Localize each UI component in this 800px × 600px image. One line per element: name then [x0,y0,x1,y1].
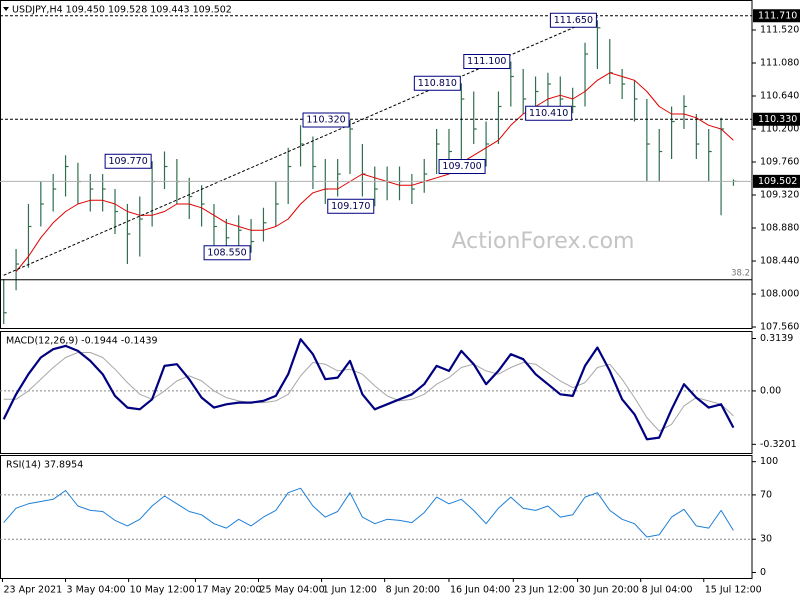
annotation-box [104,153,152,169]
panel-title: MACD(12,26,9) -0.1944 -0.1439 [6,336,158,347]
x-tick-label: 15 Jul 12:00 [705,585,762,596]
annotation-box [203,245,251,261]
price-level-label: 109.502 [758,176,797,187]
x-tick-label: 10 May 12:00 [130,585,195,596]
annotation-label: 111.100 [467,56,506,67]
y-tick-label: 0.00 [760,385,781,396]
x-tick-label: 8 Jun 20:00 [386,585,440,596]
annotation-label: 108.550 [207,247,246,258]
x-tick-label: 25 May 04:00 [260,585,325,596]
x-tick-label: 17 May 20:00 [196,585,261,596]
annotation-label: 109.170 [331,201,370,212]
annotation-label: 109.700 [442,161,481,172]
annotation-box [463,54,511,70]
price-level-box [753,174,800,188]
annotation-label: 109.770 [108,156,147,167]
x-tick-label: 3 May 04:00 [67,585,126,596]
panel-frame [0,331,753,454]
fib-label: 38.2 [731,268,750,278]
annotation-box [438,159,486,175]
annotation-label: 110.410 [529,108,568,119]
moving-average [15,72,734,272]
menu-icon [3,7,9,11]
annotation-label: 111.650 [554,15,593,26]
y-tick-label: 109.320 [760,190,799,201]
x-tick-label: 30 Jun 20:00 [579,585,639,596]
annotation-box [413,75,461,91]
annotation-box [302,112,350,128]
y-tick-label: 0.3139 [760,333,793,344]
annotation-box [549,12,597,28]
indicator-line [3,487,734,538]
y-tick-label: 110.200 [760,124,799,135]
y-tick-label: 108.000 [760,289,799,300]
price-level-box [753,9,800,23]
y-tick-label: 111.520 [760,25,799,36]
y-tick-label: 108.440 [760,256,799,267]
trendline [3,16,598,276]
y-tick-label: 111.080 [760,58,799,69]
y-tick-label: 0 [760,567,766,578]
watermark: ActionForex.com [452,229,635,254]
price-level-label: 110.330 [758,114,797,125]
panel-title: USDJPY,H4 109.450 109.528 109.443 109.50… [12,5,232,16]
price-level-box [753,112,800,126]
x-tick-label: 1 Jun 12:00 [323,585,377,596]
y-tick-label: 70 [760,489,772,500]
y-tick-label: 110.640 [760,91,799,102]
annotation-box [327,198,375,214]
indicator-line [3,352,734,432]
y-tick-label: 109.760 [760,157,799,168]
x-tick-label: 8 Jul 04:00 [642,585,693,596]
annotation-label: 110.320 [306,115,345,126]
annotation-box [525,105,573,121]
x-tick-label: 23 Jun 12:00 [514,585,574,596]
y-tick-label: 100 [760,456,778,467]
y-tick-label: 108.880 [760,223,799,234]
panel-frame [0,0,753,329]
price-level-label: 111.710 [758,10,797,21]
indicator-line [2,338,735,441]
y-tick-label: -0.3201 [760,439,797,450]
x-tick-label: 23 Apr 2021 [3,585,62,596]
y-tick-label: 107.560 [760,322,799,333]
x-tick-label: 16 Jun 04:00 [450,585,510,596]
y-tick-label: 30 [760,534,772,545]
panel-frame [0,455,753,579]
annotation-label: 110.810 [418,78,457,89]
panel-title: RSI(14) 37.8954 [6,460,83,471]
